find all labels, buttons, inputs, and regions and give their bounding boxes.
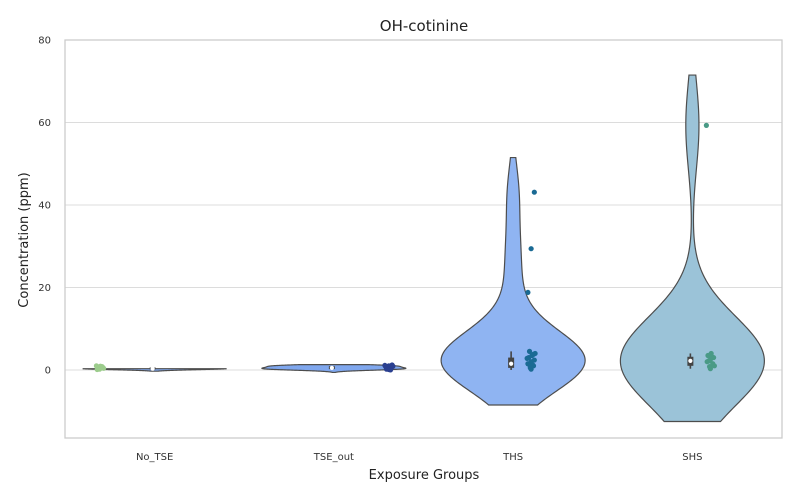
violin-No_TSE bbox=[82, 368, 227, 372]
plot-frame bbox=[64, 39, 783, 439]
y-tick-label: 20 bbox=[38, 283, 51, 294]
data-point bbox=[527, 364, 533, 370]
data-point bbox=[526, 348, 533, 354]
y-tick-label: 80 bbox=[38, 36, 51, 47]
violin-SHS bbox=[619, 74, 765, 423]
y-tick-label: 60 bbox=[38, 118, 51, 129]
data-point bbox=[528, 246, 534, 252]
median-marker bbox=[509, 361, 514, 366]
median-marker bbox=[688, 358, 693, 363]
x-tick-label: SHS bbox=[682, 452, 702, 463]
y-tick-labels: 0 20 40 60 80 bbox=[38, 36, 51, 377]
violin-THS bbox=[440, 156, 586, 406]
median-marker bbox=[329, 365, 334, 370]
data-point bbox=[531, 189, 537, 195]
data-point bbox=[390, 363, 396, 369]
data-point bbox=[387, 367, 394, 373]
y-axis-title: Concentration (ppm) bbox=[17, 172, 32, 307]
inner-boxes bbox=[149, 351, 694, 371]
y-tick-label: 40 bbox=[38, 200, 51, 211]
data-point bbox=[531, 357, 537, 363]
y-tick-label: 0 bbox=[45, 365, 51, 376]
data-point bbox=[525, 289, 531, 296]
data-point bbox=[530, 351, 537, 357]
x-tick-labels: No_TSE TSE_out THS SHS bbox=[136, 452, 703, 463]
x-tick-label: THS bbox=[502, 452, 523, 463]
violins bbox=[82, 74, 765, 423]
data-point bbox=[95, 364, 101, 370]
data-point bbox=[703, 122, 709, 128]
data-point bbox=[709, 354, 715, 360]
data-point bbox=[706, 358, 712, 364]
data-point bbox=[101, 365, 107, 371]
x-tick-label: No_TSE bbox=[136, 452, 173, 463]
chart-title: OH-cotinine bbox=[380, 17, 468, 35]
median-marker bbox=[150, 366, 155, 371]
data-points bbox=[93, 122, 717, 373]
x-axis-title: Exposure Groups bbox=[369, 468, 480, 483]
x-tick-label: TSE_out bbox=[313, 452, 354, 463]
data-point bbox=[524, 355, 530, 361]
data-point bbox=[382, 362, 388, 369]
data-point bbox=[711, 363, 717, 369]
